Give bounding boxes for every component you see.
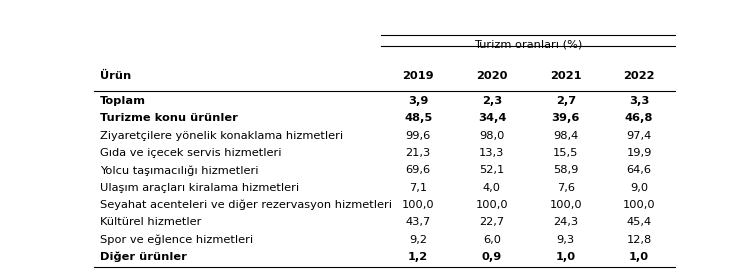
Text: 2019: 2019 — [402, 71, 434, 81]
Text: 2021: 2021 — [550, 71, 581, 81]
Text: 2,7: 2,7 — [556, 96, 576, 106]
Text: 100,0: 100,0 — [622, 200, 656, 210]
Text: 6,0: 6,0 — [483, 235, 501, 245]
Text: Kültürel hizmetler: Kültürel hizmetler — [100, 217, 201, 227]
Text: 100,0: 100,0 — [402, 200, 434, 210]
Text: 98,0: 98,0 — [479, 131, 505, 141]
Text: 15,5: 15,5 — [553, 148, 578, 158]
Text: 13,3: 13,3 — [479, 148, 505, 158]
Text: 2,3: 2,3 — [482, 96, 502, 106]
Text: 4,0: 4,0 — [483, 183, 501, 193]
Text: 69,6: 69,6 — [406, 165, 430, 175]
Text: 1,0: 1,0 — [629, 252, 649, 262]
Text: Spor ve eğlence hizmetleri: Spor ve eğlence hizmetleri — [100, 235, 253, 245]
Text: 45,4: 45,4 — [626, 217, 652, 227]
Text: 22,7: 22,7 — [479, 217, 505, 227]
Text: 3,3: 3,3 — [628, 96, 650, 106]
Text: 19,9: 19,9 — [626, 148, 652, 158]
Text: 100,0: 100,0 — [476, 200, 508, 210]
Text: 3,9: 3,9 — [408, 96, 428, 106]
Text: 43,7: 43,7 — [406, 217, 430, 227]
Text: 48,5: 48,5 — [404, 113, 432, 124]
Text: 7,1: 7,1 — [409, 183, 428, 193]
Text: Seyahat acenteleri ve diğer rezervasyon hizmetleri: Seyahat acenteleri ve diğer rezervasyon … — [100, 200, 392, 210]
Text: Toplam: Toplam — [100, 96, 146, 106]
Text: 1,0: 1,0 — [556, 252, 576, 262]
Text: Ulaşım araçları kiralama hizmetleri: Ulaşım araçları kiralama hizmetleri — [100, 183, 298, 193]
Text: 52,1: 52,1 — [479, 165, 505, 175]
Text: 24,3: 24,3 — [554, 217, 578, 227]
Text: 2022: 2022 — [623, 71, 655, 81]
Text: 39,6: 39,6 — [551, 113, 580, 124]
Text: Gıda ve içecek servis hizmetleri: Gıda ve içecek servis hizmetleri — [100, 148, 281, 158]
Text: 100,0: 100,0 — [550, 200, 582, 210]
Text: 12,8: 12,8 — [626, 235, 652, 245]
Text: 34,4: 34,4 — [478, 113, 506, 124]
Text: 7,6: 7,6 — [556, 183, 574, 193]
Text: 99,6: 99,6 — [406, 131, 430, 141]
Text: Ziyaretçilere yönelik konaklama hizmetleri: Ziyaretçilere yönelik konaklama hizmetle… — [100, 131, 343, 141]
Text: Turizm oranları (%): Turizm oranları (%) — [474, 39, 582, 49]
Text: 21,3: 21,3 — [406, 148, 430, 158]
Text: 9,0: 9,0 — [630, 183, 648, 193]
Text: 64,6: 64,6 — [626, 165, 652, 175]
Text: 1,2: 1,2 — [408, 252, 428, 262]
Text: 46,8: 46,8 — [625, 113, 653, 124]
Text: Yolcu taşımacılığı hizmetleri: Yolcu taşımacılığı hizmetleri — [100, 165, 258, 176]
Text: 9,3: 9,3 — [556, 235, 574, 245]
Text: 9,2: 9,2 — [409, 235, 427, 245]
Text: Ürün: Ürün — [100, 71, 130, 81]
Text: 0,9: 0,9 — [482, 252, 502, 262]
Text: 2020: 2020 — [476, 71, 508, 81]
Text: 58,9: 58,9 — [553, 165, 578, 175]
Text: Diğer ürünler: Diğer ürünler — [100, 252, 187, 262]
Text: Turizme konu ürünler: Turizme konu ürünler — [100, 113, 238, 124]
Text: 98,4: 98,4 — [553, 131, 578, 141]
Text: 97,4: 97,4 — [626, 131, 652, 141]
